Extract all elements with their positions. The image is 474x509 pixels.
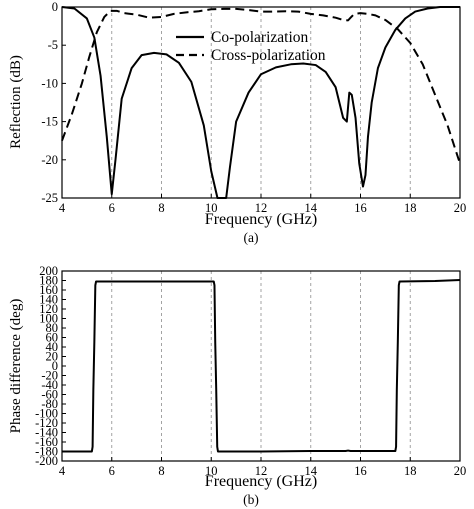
y-tick-label: -100 — [35, 407, 58, 421]
grid-a — [111, 7, 411, 198]
y-tick-label: -10 — [41, 76, 58, 90]
y-tick-label: 100 — [39, 312, 58, 326]
x-tick-label: 12 — [255, 201, 268, 215]
y-tick-label: 140 — [39, 293, 58, 307]
y-tick-label: 120 — [39, 302, 58, 316]
y-tick-label: 80 — [46, 321, 59, 335]
y-ticks-a: 0 -5 -10 -15 -20 -25 — [41, 0, 66, 205]
y-tick-label: -5 — [48, 38, 58, 52]
y-tick-label: 160 — [39, 283, 58, 297]
series-a — [61, 6, 461, 199]
y-axis-label-b: Phase difference (deg) — [8, 299, 24, 434]
x-axis-label-b: Frequency (GHz) — [205, 473, 317, 490]
y-tick-label: -20 — [41, 153, 58, 167]
y-tick-label: -40 — [41, 378, 58, 392]
x-tick-label: 6 — [109, 201, 115, 215]
co-polarization-line — [61, 6, 460, 199]
y-tick-label: -25 — [41, 191, 58, 205]
legend: Co-polarization Cross-polarization — [176, 29, 326, 64]
caption-a: (a) — [244, 230, 259, 245]
y-ticks-b: 200180160140120100806040200-20-40-60-80-… — [35, 264, 66, 468]
y-tick-label: -80 — [41, 397, 58, 411]
x-tick-label: 18 — [404, 464, 417, 478]
x-ticks-a: 4 6 8 10 12 14 16 18 20 — [59, 194, 466, 215]
y-tick-label: -160 — [35, 435, 58, 449]
legend-label-cross-polarization: Cross-polarization — [211, 47, 326, 64]
phase-difference-chart: 4 6 8 10 12 14 16 18 20 200180160140120100806040… — [8, 264, 466, 507]
y-tick-label: -140 — [35, 426, 58, 440]
reflection-chart: 4 6 8 10 12 14 16 18 20 0 -5 -10 -15 -20 -25 Frequenc… — [8, 0, 466, 245]
caption-b: (b) — [243, 492, 259, 507]
y-tick-label: -15 — [41, 115, 58, 129]
x-tick-label: 10 — [205, 464, 218, 478]
y-tick-label: -120 — [35, 416, 58, 430]
series-b — [62, 279, 461, 453]
x-ticks-b: 4 6 8 10 12 14 16 18 20 — [59, 457, 466, 478]
x-tick-label: 8 — [158, 201, 164, 215]
plot-area-b — [62, 271, 460, 461]
x-tick-label: 10 — [205, 201, 218, 215]
x-tick-label: 20 — [454, 201, 467, 215]
x-tick-label: 14 — [305, 201, 318, 215]
x-axis-label-a: Frequency (GHz) — [205, 211, 317, 228]
y-axis-label-a: Reflection (dB) — [8, 55, 24, 149]
y-tick-label: 200 — [39, 264, 58, 278]
y-tick-label: 20 — [46, 350, 59, 364]
x-tick-label: 18 — [404, 201, 417, 215]
y-tick-label: 0 — [52, 359, 58, 373]
x-tick-label: 16 — [354, 201, 367, 215]
x-tick-label: 8 — [158, 464, 164, 478]
grid-b — [111, 271, 411, 461]
cross-polarization-line — [61, 7, 461, 164]
y-tick-label: 60 — [46, 331, 59, 345]
x-tick-label: 20 — [454, 464, 467, 478]
y-tick-label: 0 — [52, 0, 58, 14]
x-tick-label: 12 — [255, 464, 268, 478]
y-tick-label: -20 — [41, 369, 58, 383]
x-tick-label: 16 — [354, 464, 367, 478]
y-tick-label: -60 — [41, 388, 58, 402]
y-tick-label: -180 — [35, 445, 58, 459]
y-tick-label: 40 — [46, 340, 59, 354]
x-tick-label: 6 — [109, 464, 115, 478]
phase-difference-line — [62, 279, 461, 453]
x-tick-label: 4 — [59, 201, 66, 215]
legend-label-co-polarization: Co-polarization — [211, 29, 309, 46]
x-tick-label: 4 — [59, 464, 66, 478]
y-tick-label: -200 — [35, 454, 58, 468]
x-tick-label: 14 — [305, 464, 318, 478]
y-tick-label: 180 — [39, 274, 58, 288]
